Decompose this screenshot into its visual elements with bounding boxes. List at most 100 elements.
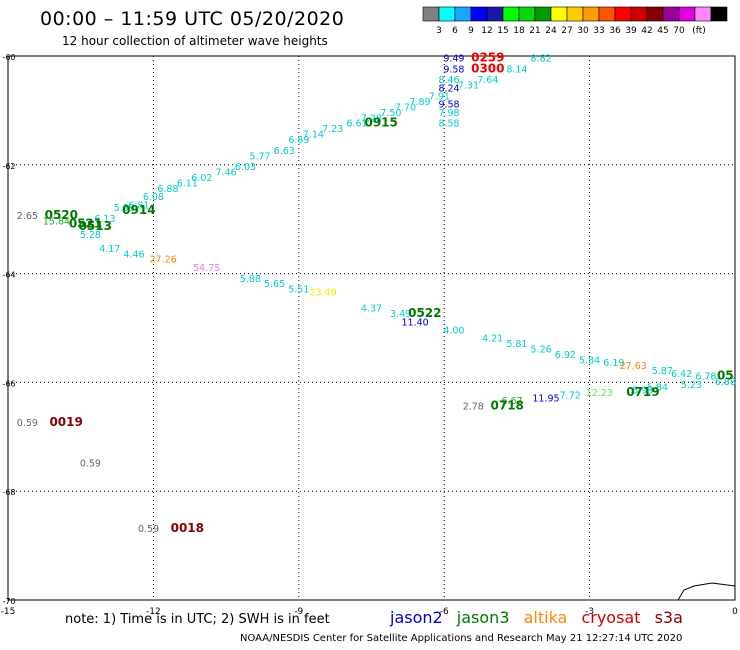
wave-height-label: 7.64 <box>477 75 498 86</box>
colorbar-label: 27 <box>561 26 572 36</box>
wave-height-label: 5.65 <box>264 279 285 290</box>
wave-height-label: 7.28 <box>361 113 382 124</box>
colorbar-label: 30 <box>577 26 589 36</box>
wave-height-label: 8.14 <box>506 64 527 75</box>
wave-height-label: 9.58 <box>438 100 459 111</box>
wave-height-label: 12.23 <box>586 388 613 399</box>
wave-height-label: 5.93 <box>632 385 653 396</box>
wave-height-label: 5.99 <box>114 203 135 214</box>
pass-time-label: 0522 <box>408 306 441 320</box>
wave-height-label: 7.70 <box>395 102 416 113</box>
pass-time-label: 0019 <box>49 415 82 429</box>
colorbar-label: 70 <box>673 26 685 36</box>
colorbar-label: 18 <box>513 26 525 36</box>
colorbar-label: 42 <box>641 26 652 36</box>
pass-time-label: 05 <box>717 369 734 383</box>
x-tick-label: -9 <box>294 607 303 617</box>
map-frame <box>7 55 736 601</box>
wave-height-label: 6.13 <box>94 214 115 225</box>
wave-height-label: 8.46 <box>438 75 459 86</box>
colorbar-label: 39 <box>625 26 637 36</box>
wave-height-label: 5.84 <box>647 383 668 394</box>
wave-height-label: 15.84 <box>43 217 70 228</box>
wave-height-label: 6.81 <box>128 200 149 211</box>
pass-time-label: 0300 <box>471 61 504 75</box>
wave-height-label: 6.03 <box>235 162 256 173</box>
wave-height-label: 0.59 <box>17 418 38 429</box>
pass-time-label: 0018 <box>171 521 204 535</box>
wave-height-label: 9.49 <box>443 53 464 64</box>
colorbar-label: 24 <box>545 26 557 36</box>
wave-height-label: 7.98 <box>438 108 459 119</box>
wave-height-label: 4.17 <box>99 244 120 255</box>
pass-time-label: 0915 <box>364 116 397 130</box>
wave-height-label: 7.46 <box>216 168 237 179</box>
wave-height-label: 3.49 <box>390 309 411 320</box>
satellite-legend: jason2 jason3 altika cryosat s3a <box>390 608 692 627</box>
wave-height-label: 5.77 <box>249 151 270 162</box>
wave-height-label: 2.65 <box>17 211 38 222</box>
wave-height-label: 27.63 <box>620 361 647 372</box>
y-tick-label: -62 <box>2 162 15 171</box>
wave-height-label: 6.42 <box>671 369 692 380</box>
colorbar-label: 12 <box>481 26 492 36</box>
wave-height-label: 2.78 <box>463 402 484 413</box>
wave-height-label: 4.46 <box>123 249 144 260</box>
wave-height-label: 6.89 <box>288 135 309 146</box>
colorbar-label: 33 <box>593 26 604 36</box>
wave-height-label: 5.26 <box>531 344 552 355</box>
wave-height-label: 5.88 <box>240 274 261 285</box>
wave-height-label: 54.75 <box>193 263 220 274</box>
wave-height-label: 7.23 <box>322 124 343 135</box>
pass-time-label: 0719 <box>626 385 659 399</box>
wave-height-label: 8.24 <box>438 83 459 94</box>
page-subtitle: 12 hour collection of altimeter wave hei… <box>62 34 328 48</box>
wave-height-label: 6.67 <box>501 396 522 407</box>
wave-height-label: 27.26 <box>149 255 176 266</box>
wave-height-label: 0.59 <box>80 459 101 470</box>
x-tick-label: -6 <box>440 607 449 617</box>
y-tick-label: -70 <box>2 597 15 606</box>
wave-height-label: 6.63 <box>274 146 295 157</box>
legend-jason2: jason2 <box>390 608 443 627</box>
x-tick-label: 0 <box>732 607 738 617</box>
wave-height-label: 6.88 <box>157 184 178 195</box>
colorbar-label: 36 <box>609 26 621 36</box>
wave-height-label: 6.08 <box>143 192 164 203</box>
y-tick-label: -60 <box>2 53 15 62</box>
wave-height-label: 5.81 <box>506 339 527 350</box>
pass-time-label: 0718 <box>491 399 524 413</box>
wave-height-label: 6.88 <box>715 377 736 388</box>
wave-height-label: 6.11 <box>177 179 198 190</box>
footnote: note: 1) Time is in UTC; 2) SWH is in fe… <box>65 612 330 627</box>
wave-height-label: 7.31 <box>458 81 479 92</box>
colorbar-label: 3 <box>436 26 442 36</box>
wave-height-label: 6.78 <box>695 372 716 383</box>
wave-height-label: 7.72 <box>560 391 581 402</box>
wave-height-label: 8.58 <box>438 119 459 130</box>
wave-height-label: 6.92 <box>555 350 576 361</box>
colorbar-swatch <box>710 6 728 22</box>
pass-time-label: 0520 <box>45 208 78 222</box>
pass-time-label: 0259 <box>471 50 504 64</box>
pass-time-label: 0513 <box>79 219 112 233</box>
wave-height-label: 7.14 <box>303 130 324 141</box>
colorbar-label: 15 <box>497 26 508 36</box>
credit-line: NOAA/NESDIS Center for Satellite Applica… <box>240 633 683 644</box>
wave-height-colorbar: 3 6 9 12 15 18 21 24 27 30 33 36 39 42 45 70 (ft) <box>422 6 728 36</box>
wave-height-label: 7.91 <box>429 92 450 103</box>
wave-height-label: 23.49 <box>309 287 336 298</box>
wave-height-label: 9.58 <box>443 64 464 75</box>
wave-height-label: 8.82 <box>531 53 552 64</box>
x-tick-label: -3 <box>585 607 594 617</box>
wave-height-label: 5.51 <box>288 285 309 296</box>
legend-cryosat: cryosat <box>581 608 641 627</box>
pass-time-label: 0914 <box>122 203 155 217</box>
wave-height-label: 0.59 <box>138 524 159 535</box>
wave-height-label: 5.23 <box>681 380 702 391</box>
x-tick-label: -15 <box>1 607 16 617</box>
y-tick-label: -64 <box>2 271 15 280</box>
wave-height-label: 7.89 <box>409 97 430 108</box>
page-title: 00:00 – 11:59 UTC 05/20/2020 <box>40 8 345 30</box>
legend-altika: altika <box>523 608 568 627</box>
